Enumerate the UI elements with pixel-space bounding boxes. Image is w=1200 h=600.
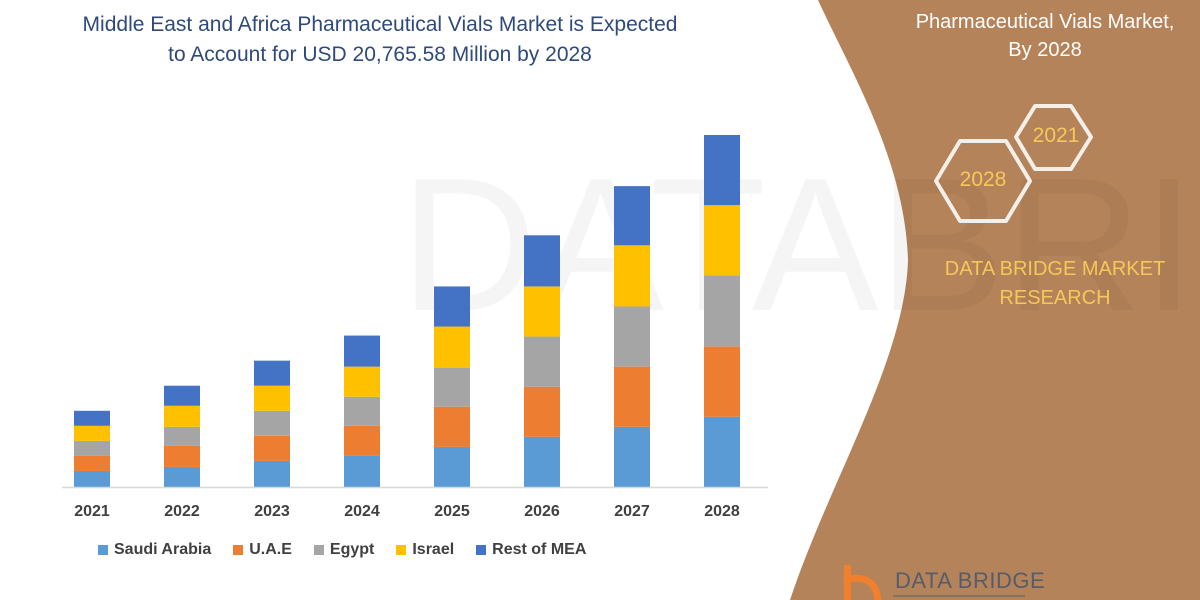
- bar-segment-2023-u-a-e: [254, 435, 290, 461]
- bar-segment-2023-israel: [254, 385, 290, 411]
- bar-group: [74, 135, 740, 487]
- bar-segment-2021-rest-of-mea: [74, 410, 110, 426]
- chart-title-line-1: Middle East and Africa Pharmaceutical Vi…: [82, 13, 678, 36]
- legend-item: Israel: [396, 541, 454, 559]
- chart-title: Middle East and Africa Pharmaceutical Vi…: [30, 10, 730, 70]
- bar-segment-2027-egypt: [614, 306, 650, 367]
- hex-label-2028: 2028: [959, 168, 1007, 191]
- bar-segment-2025-egypt: [434, 367, 470, 407]
- legend-item: Egypt: [313, 541, 375, 559]
- bar-segment-2027-rest-of-mea: [614, 186, 650, 246]
- bar-segment-2027-israel: [614, 245, 650, 307]
- legend-label: Rest of MEA: [492, 541, 587, 558]
- bar-segment-2021-israel: [74, 425, 110, 441]
- bar-segment-2026-saudi-arabia: [524, 436, 560, 487]
- bar-segment-2025-rest-of-mea: [434, 286, 470, 327]
- legend-swatch: [233, 545, 244, 555]
- bar-segment-2023-rest-of-mea: [254, 360, 290, 386]
- bar-segment-2028-israel: [704, 205, 740, 276]
- bar-segment-2026-rest-of-mea: [524, 235, 560, 287]
- side-title-line-2: By 2028: [1008, 39, 1082, 61]
- legend-label: U.A.E: [249, 541, 292, 558]
- side-title-line-1: Pharmaceutical Vials Market,: [915, 11, 1175, 33]
- bar-segment-2022-egypt: [164, 426, 200, 446]
- bar-segment-2028-egypt: [704, 275, 740, 347]
- bar-segment-2025-israel: [434, 326, 470, 368]
- brand-text: DATA BRIDGE MARKET RESEARCH: [900, 255, 1200, 313]
- bar-segment-2022-u-a-e: [164, 445, 200, 467]
- legend-item: Saudi Arabia: [98, 541, 211, 559]
- hexagon-2028: [934, 139, 1032, 223]
- x-tick-label: 2026: [524, 503, 560, 520]
- side-panel-title: Pharmaceutical Vials Market, By 2028: [890, 8, 1200, 64]
- bar-segment-2025-saudi-arabia: [434, 446, 470, 487]
- bar-segment-2021-saudi-arabia: [74, 470, 110, 487]
- bar-segment-2022-saudi-arabia: [164, 466, 200, 487]
- legend-item: Rest of MEA: [476, 541, 586, 559]
- x-tick-label: 2021: [74, 503, 110, 520]
- bar-segment-2027-saudi-arabia: [614, 426, 650, 487]
- legend-swatch: [98, 545, 108, 555]
- legend-item: U.A.E: [233, 541, 292, 559]
- legend-label: Saudi Arabia: [114, 541, 212, 558]
- x-tick-label: 2028: [704, 503, 740, 520]
- chart-title-line-2: to Account for USD 20,765.58 Million by …: [168, 43, 592, 66]
- bar-segment-2022-israel: [164, 405, 200, 427]
- bar-segment-2028-rest-of-mea: [704, 135, 740, 206]
- bar-segment-2022-rest-of-mea: [164, 385, 200, 406]
- side-panel: [790, 0, 1200, 600]
- legend-label: Egypt: [329, 541, 375, 558]
- bar-segment-2021-u-a-e: [74, 455, 110, 471]
- legend-swatch: [313, 545, 324, 555]
- bar-segment-2021-egypt: [74, 440, 110, 456]
- hexagon-2021: [1014, 104, 1093, 171]
- bar-segment-2024-israel: [344, 366, 380, 397]
- x-tick-label: 2023: [254, 503, 290, 520]
- bar-segment-2026-u-a-e: [524, 386, 560, 437]
- brand-line-1: DATA BRIDGE MARKET: [944, 258, 1166, 280]
- bar-segment-2024-egypt: [344, 396, 380, 426]
- bar-segment-2023-saudi-arabia: [254, 460, 290, 487]
- bar-segment-2028-u-a-e: [704, 346, 740, 417]
- x-tick-label: 2024: [344, 503, 380, 520]
- x-tick-label: 2022: [164, 503, 200, 520]
- bar-segment-2026-egypt: [524, 336, 560, 387]
- bar-segment-2028-saudi-arabia: [704, 416, 740, 487]
- bar-segment-2023-egypt: [254, 410, 290, 436]
- x-tick-label: 2025: [434, 503, 470, 520]
- bar-segment-2025-u-a-e: [434, 406, 470, 447]
- brand-line-2: RESEARCH: [999, 287, 1111, 309]
- logo-icon: [843, 565, 882, 600]
- legend: Saudi Arabia U.A.E Egypt Israel Rest of MEA: [98, 541, 608, 559]
- legend-swatch: [476, 545, 487, 555]
- bar-segment-2024-rest-of-mea: [344, 335, 380, 367]
- bar-segment-2024-saudi-arabia: [344, 455, 380, 487]
- legend-swatch: [396, 545, 407, 555]
- logo-text: DATA BRIDGE: [895, 568, 1046, 593]
- bar-segment-2026-israel: [524, 286, 560, 337]
- x-tick-label: 2027: [614, 503, 650, 520]
- bar-segment-2027-u-a-e: [614, 366, 650, 427]
- bar-segment-2024-u-a-e: [344, 425, 380, 456]
- hex-label-2021: 2021: [1032, 124, 1080, 147]
- legend-label: Israel: [412, 541, 455, 558]
